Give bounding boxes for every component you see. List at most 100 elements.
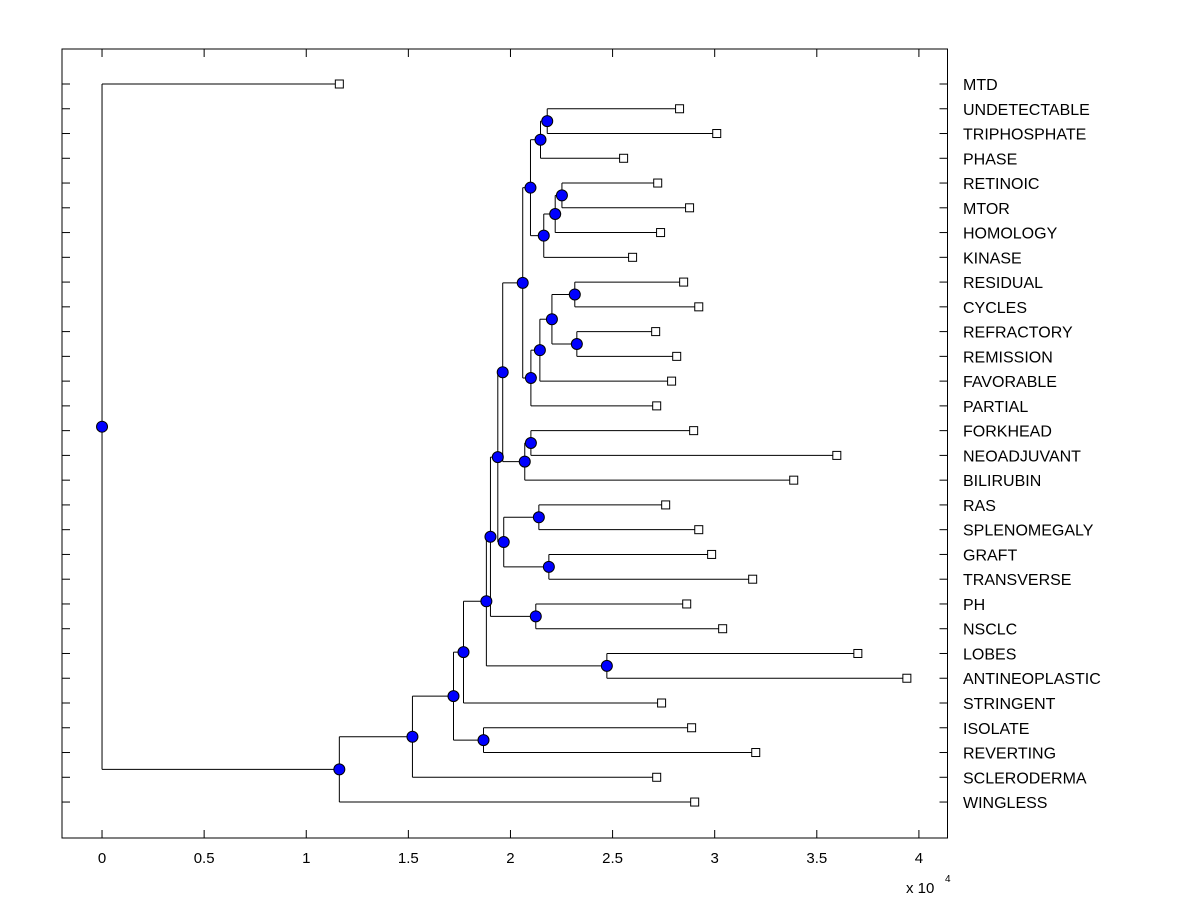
leaf-label: MTD [963, 77, 998, 94]
leaf-marker [751, 748, 761, 758]
leaf-marker [672, 351, 682, 361]
leaf-marker [832, 450, 842, 460]
node-marker [534, 133, 547, 146]
leaf-label: ANTINEOPLASTIC [963, 671, 1101, 688]
node-marker [477, 734, 490, 747]
leaf-marker [789, 475, 799, 485]
x-tick-label: 1.5 [398, 850, 419, 867]
node-marker [524, 181, 537, 194]
leaf-label: RETINOIC [963, 176, 1039, 193]
node-marker [545, 313, 558, 326]
node-marker [568, 288, 581, 301]
leaf-marker [652, 772, 662, 782]
leaf-label: TRANSVERSE [963, 572, 1071, 589]
leaf-label: UNDETECTABLE [963, 102, 1090, 119]
leaf-marker [653, 178, 663, 188]
leaf-label: PH [963, 597, 985, 614]
leaf-label: RAS [963, 498, 996, 515]
leaf-marker [656, 228, 666, 238]
leaf-markers [334, 79, 912, 807]
x-multiplier-label: x 10 [906, 880, 934, 897]
node-marker [524, 437, 537, 450]
leaf-labels: MTD UNDETECTABLE TRIPHOSPHATE PHASE RETINOIC… [963, 77, 1101, 812]
leaf-label: KINASE [963, 250, 1022, 267]
leaf-label: STRINGENT [963, 696, 1056, 713]
leaf-label: FORKHEAD [963, 424, 1052, 441]
leaf-label: REMISSION [963, 349, 1053, 366]
node-marker [600, 659, 613, 672]
leaf-marker [707, 549, 717, 559]
node-marker [542, 560, 555, 573]
node-marker [96, 420, 109, 433]
x-axis: 0 0.5 1 1.5 2 2.5 3 3.5 4 [98, 49, 923, 867]
node-marker [537, 229, 550, 242]
node-marker [406, 730, 419, 743]
leaf-label: WINGLESS [963, 795, 1047, 812]
node-marker [447, 690, 460, 703]
leaf-marker [718, 624, 728, 634]
leaf-marker [694, 302, 704, 312]
leaf-marker [651, 327, 661, 337]
leaf-label: SPLENOMEGALY [963, 523, 1094, 540]
leaf-label: PHASE [963, 151, 1017, 168]
x-tick-label: 2 [506, 850, 514, 867]
leaf-marker [682, 599, 692, 609]
leaf-marker [748, 574, 758, 584]
leaf-marker [675, 104, 685, 114]
leaf-marker [902, 673, 912, 683]
leaf-marker [628, 252, 638, 262]
x-tick-label: 1 [302, 850, 310, 867]
y-ticks [62, 83, 948, 803]
leaf-label: REFRACTORY [963, 325, 1073, 342]
node-marker [532, 511, 545, 524]
node-marker [516, 276, 529, 289]
leaf-label: MTOR [963, 201, 1010, 218]
leaf-label: CYCLES [963, 300, 1027, 317]
node-marker [570, 337, 583, 350]
leaf-label: ISOLATE [963, 721, 1029, 738]
plot-area [61, 48, 948, 839]
node-marker [457, 646, 470, 659]
node-marker [549, 207, 562, 220]
x-tick-label: 4 [915, 850, 923, 867]
node-markers [96, 115, 613, 776]
leaf-label: PARTIAL [963, 399, 1028, 416]
node-marker [529, 610, 542, 623]
node-marker [497, 536, 510, 549]
leaf-label: NSCLC [963, 622, 1017, 639]
x-tick-label: 0 [98, 850, 106, 867]
leaf-marker [652, 401, 662, 411]
leaf-label: RESIDUAL [963, 275, 1043, 292]
leaf-marker [657, 698, 667, 708]
leaf-label: LOBES [963, 646, 1016, 663]
leaf-label: REVERTING [963, 746, 1056, 763]
x-multiplier-exponent: 4 [945, 874, 951, 885]
leaf-marker [667, 376, 677, 386]
node-marker [524, 372, 537, 385]
leaf-label: NEOADJUVANT [963, 448, 1081, 465]
leaf-label: FAVORABLE [963, 374, 1057, 391]
x-tick-label: 0.5 [194, 850, 215, 867]
leaf-label: SCLERODERMA [963, 770, 1087, 787]
leaf-marker [712, 129, 722, 139]
leaf-marker [619, 153, 629, 163]
x-tick-label: 3 [711, 850, 719, 867]
node-marker [496, 366, 509, 379]
leaf-marker [334, 79, 344, 89]
leaf-marker [661, 500, 671, 510]
leaf-label: TRIPHOSPHATE [963, 127, 1086, 144]
leaf-marker [853, 648, 863, 658]
leaf-label: BILIRUBIN [963, 473, 1041, 490]
leaf-marker [685, 203, 695, 213]
leaf-marker [690, 797, 700, 807]
node-marker [333, 763, 346, 776]
x-tick-label: 3.5 [806, 850, 827, 867]
leaf-marker [687, 723, 697, 733]
leaf-label: GRAFT [963, 547, 1017, 564]
leaf-marker [679, 277, 689, 287]
x-tick-label: 2.5 [602, 850, 623, 867]
leaf-marker [689, 426, 699, 436]
leaf-label: HOMOLOGY [963, 226, 1058, 243]
node-marker [484, 530, 497, 543]
